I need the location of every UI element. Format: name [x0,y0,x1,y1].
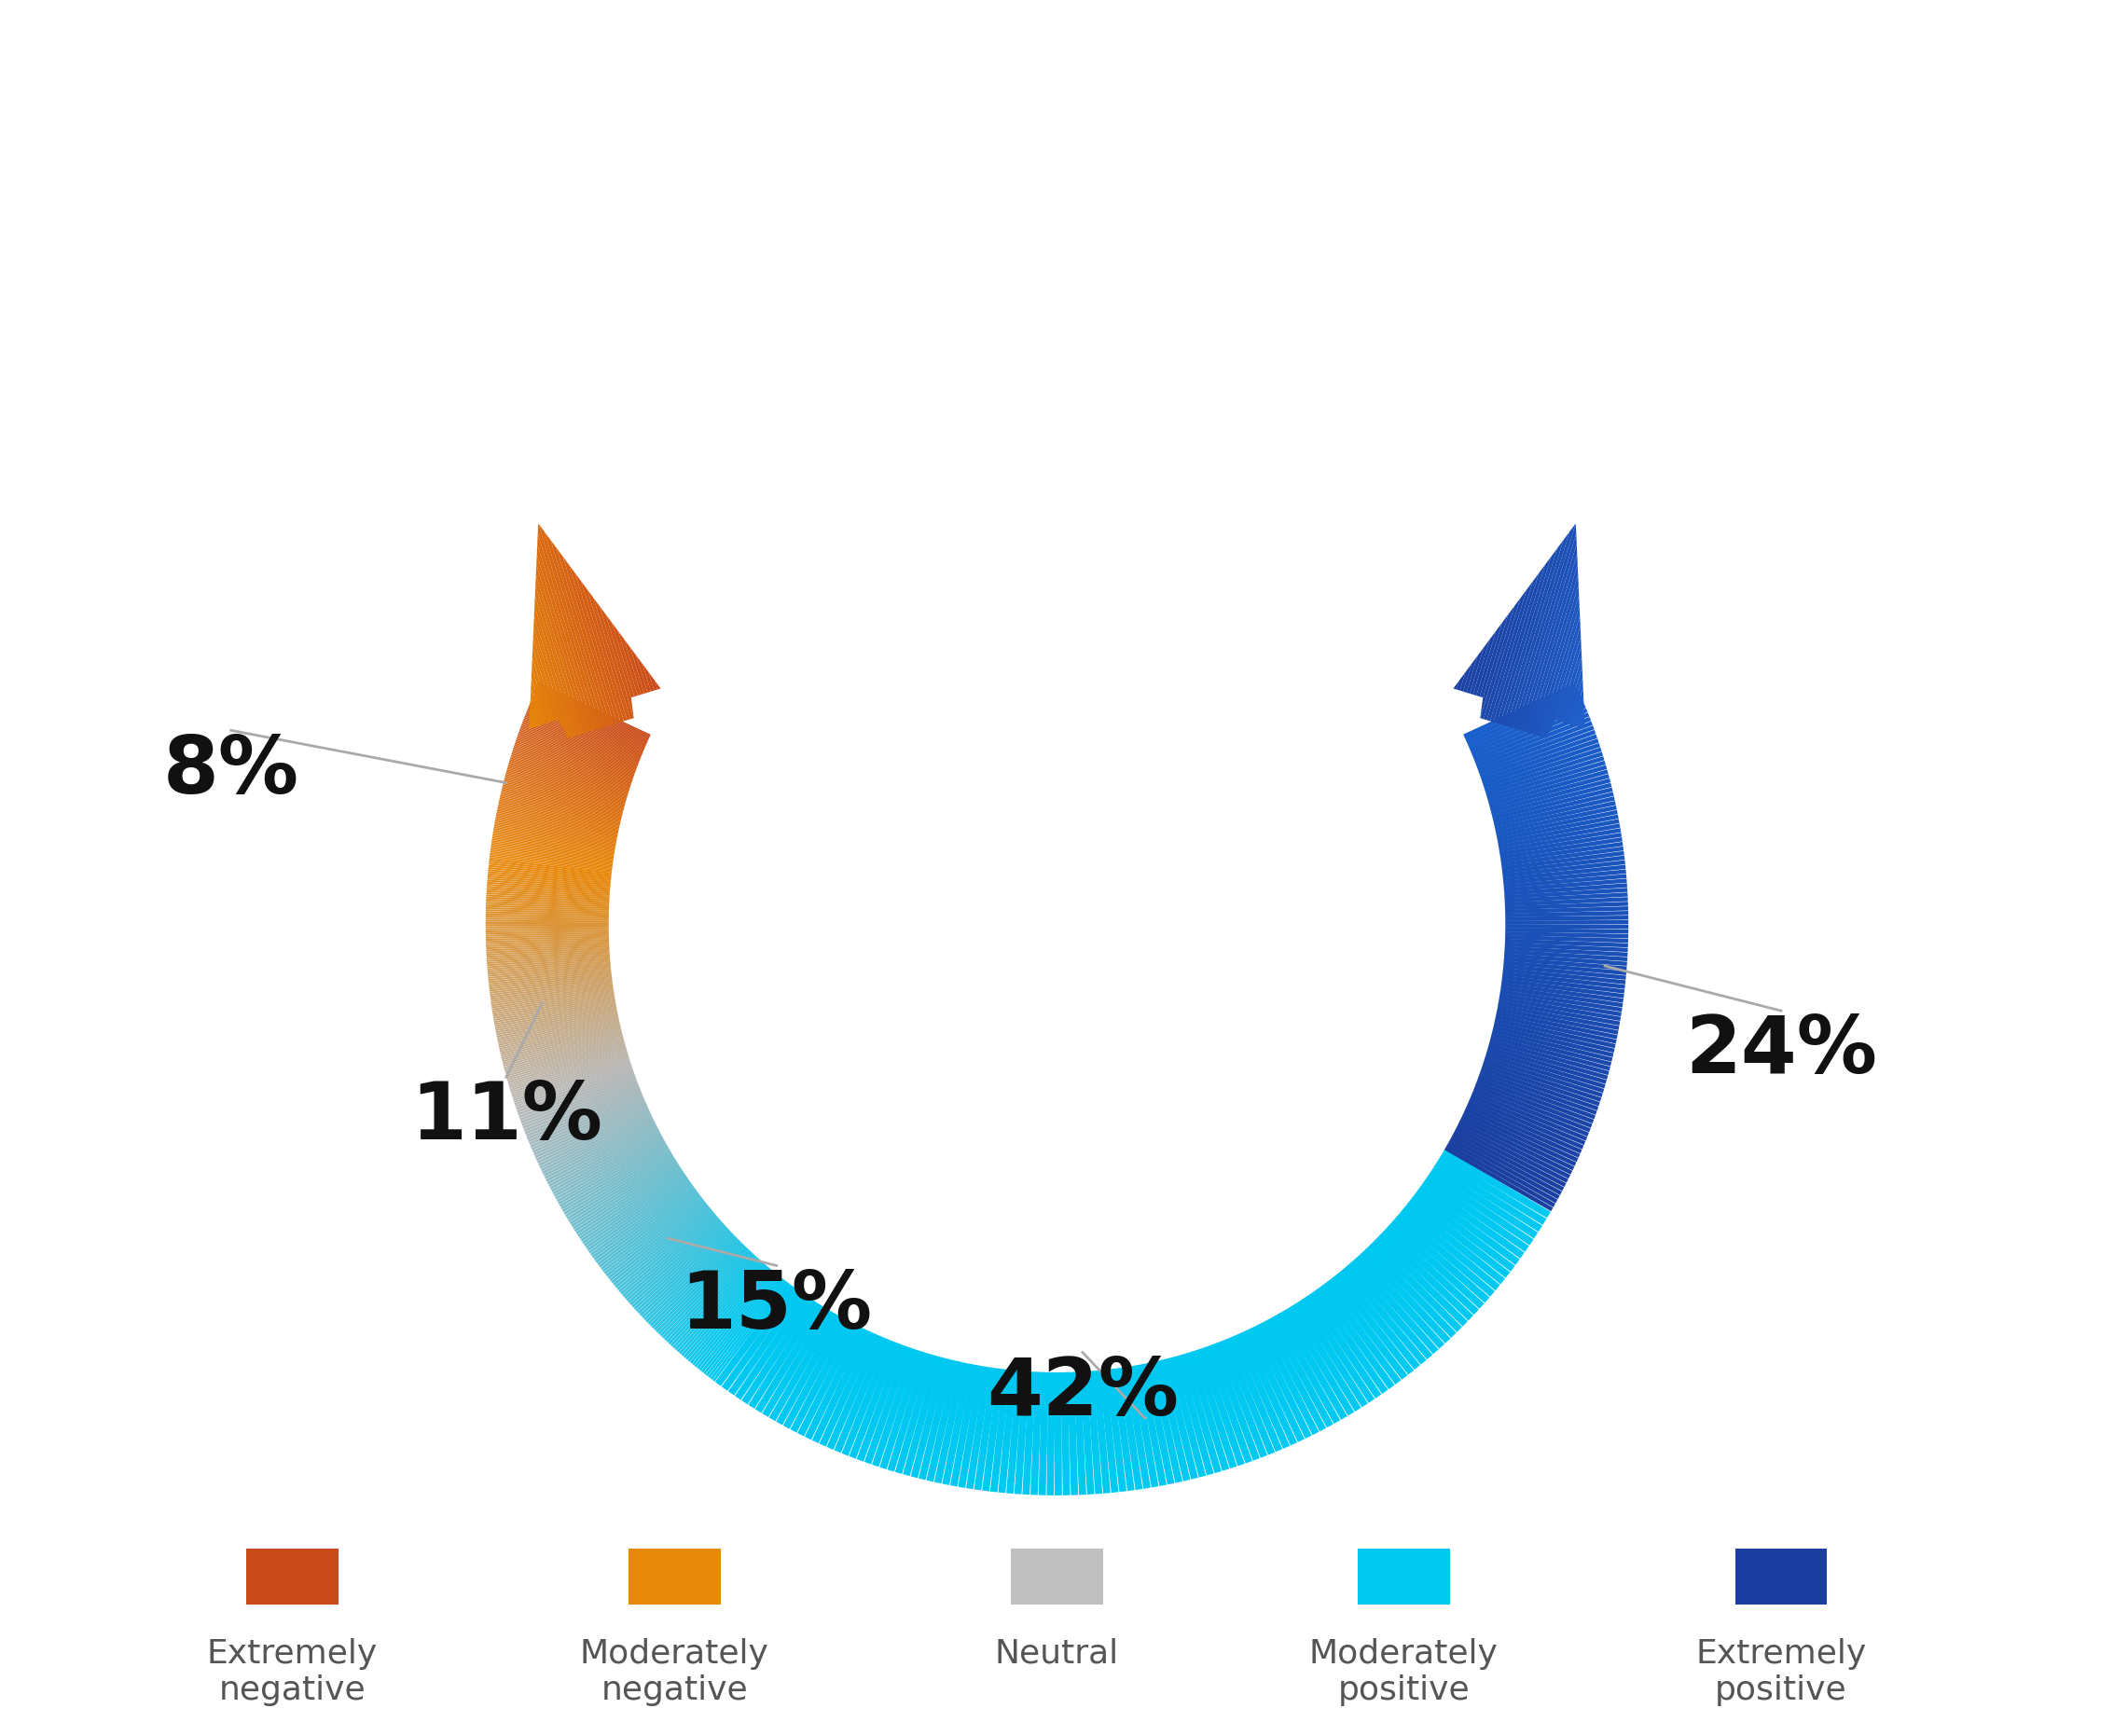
Polygon shape [1497,557,1552,724]
Polygon shape [1501,549,1558,726]
Polygon shape [550,540,611,726]
Polygon shape [1473,630,1497,696]
Text: 42%: 42% [987,1354,1177,1432]
Polygon shape [1545,627,1581,738]
Text: 24%: 24% [1685,1012,1877,1090]
Polygon shape [537,554,592,733]
Polygon shape [1461,663,1471,691]
Polygon shape [1486,582,1533,720]
Text: Moderately
positive: Moderately positive [1309,1637,1499,1706]
Polygon shape [1531,575,1579,734]
Text: 11%: 11% [410,1080,602,1156]
Polygon shape [569,564,622,724]
Polygon shape [531,698,539,727]
Polygon shape [1503,540,1564,726]
Polygon shape [1492,564,1545,724]
Polygon shape [581,582,628,720]
Polygon shape [617,630,641,696]
Polygon shape [1564,667,1583,724]
Polygon shape [1480,597,1520,719]
Polygon shape [537,523,600,729]
Polygon shape [537,533,598,731]
Polygon shape [537,564,588,733]
Polygon shape [533,637,558,720]
Polygon shape [1457,672,1465,691]
Polygon shape [1543,616,1581,738]
Polygon shape [1526,564,1577,733]
Polygon shape [531,677,545,724]
Polygon shape [556,549,613,726]
Polygon shape [1579,708,1586,727]
Polygon shape [533,646,556,722]
Polygon shape [1562,656,1581,722]
Polygon shape [588,590,630,720]
Polygon shape [1520,543,1577,731]
Polygon shape [1469,639,1490,694]
Polygon shape [1537,595,1579,736]
Polygon shape [630,648,647,694]
Polygon shape [535,606,575,738]
Polygon shape [1539,606,1579,738]
Polygon shape [1490,573,1539,722]
Polygon shape [562,557,617,724]
Polygon shape [1533,585,1579,734]
Polygon shape [600,606,634,719]
Polygon shape [535,585,581,734]
Polygon shape [1509,523,1575,727]
Polygon shape [643,663,653,691]
Polygon shape [539,523,605,727]
Polygon shape [1480,615,1509,698]
Text: Extremely
positive: Extremely positive [1695,1637,1867,1706]
FancyBboxPatch shape [1357,1549,1450,1604]
Polygon shape [655,681,662,689]
Polygon shape [1484,590,1526,720]
Polygon shape [531,687,541,726]
Polygon shape [1480,606,1514,719]
Polygon shape [531,667,550,724]
Polygon shape [605,615,634,698]
Text: Extremely
negative: Extremely negative [207,1637,378,1706]
Polygon shape [545,531,607,727]
Polygon shape [1452,681,1459,689]
Polygon shape [537,543,594,731]
Polygon shape [1556,637,1581,720]
Text: 8%: 8% [163,733,300,809]
Polygon shape [1573,687,1583,726]
Polygon shape [535,595,577,736]
Polygon shape [533,616,571,738]
Polygon shape [1569,677,1583,724]
Polygon shape [1467,648,1484,694]
Polygon shape [1581,719,1586,729]
Polygon shape [1575,698,1583,727]
Text: Moderately
negative: Moderately negative [579,1637,769,1706]
Polygon shape [1507,531,1569,727]
Polygon shape [594,597,634,719]
Polygon shape [528,708,535,727]
Polygon shape [636,656,651,693]
FancyBboxPatch shape [1736,1549,1826,1604]
Polygon shape [1514,523,1577,729]
Polygon shape [535,575,583,734]
Text: Neutral: Neutral [996,1637,1118,1670]
Polygon shape [575,573,624,722]
Polygon shape [1522,554,1577,733]
Polygon shape [1558,646,1581,722]
Polygon shape [528,719,533,729]
Text: 15%: 15% [681,1267,873,1345]
FancyBboxPatch shape [1010,1549,1104,1604]
Polygon shape [533,656,552,722]
Polygon shape [1516,533,1577,731]
Polygon shape [1463,656,1478,693]
Polygon shape [624,639,645,694]
Polygon shape [1476,623,1503,696]
Polygon shape [533,627,569,738]
FancyBboxPatch shape [247,1549,338,1604]
Polygon shape [611,623,638,696]
FancyBboxPatch shape [628,1549,721,1604]
Polygon shape [649,672,657,691]
